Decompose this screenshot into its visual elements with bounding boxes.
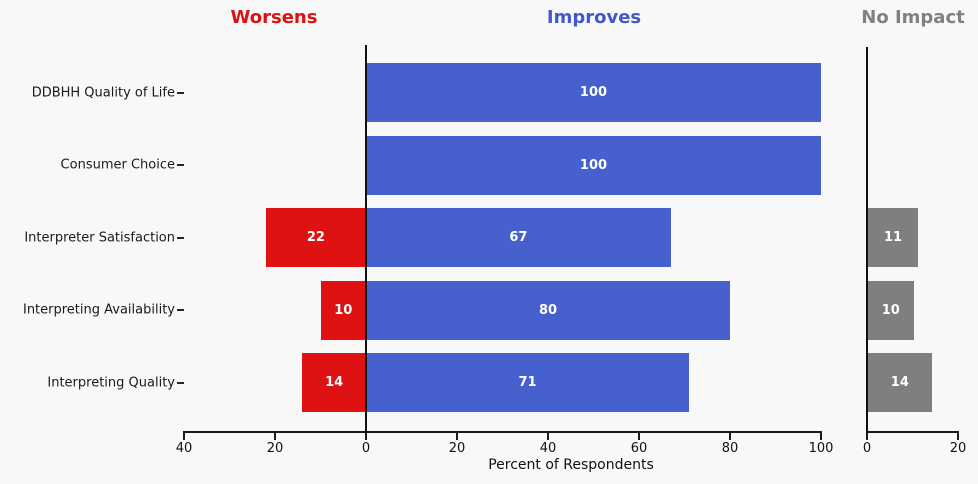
x-tick-label: 20 bbox=[949, 441, 967, 456]
bar-value-label: 14 bbox=[325, 375, 344, 391]
y-tick-mark bbox=[177, 381, 184, 384]
y-tick-mark bbox=[177, 236, 184, 239]
bar-value-label: 10 bbox=[334, 302, 353, 318]
bar-value-label: 11 bbox=[883, 230, 903, 246]
x-tick-mark bbox=[866, 432, 868, 440]
no-impact-section-title: No Impact bbox=[861, 7, 965, 28]
x-tick-mark bbox=[547, 432, 549, 440]
worsens-section-title: Worsens bbox=[230, 7, 318, 28]
x-tick-label: 0 bbox=[862, 441, 872, 456]
x-tick-label: 20 bbox=[266, 441, 284, 456]
x-tick-mark bbox=[638, 432, 640, 440]
x-tick-mark bbox=[274, 432, 276, 440]
improves-section-title: Improves bbox=[546, 7, 642, 28]
x-tick-label: 40 bbox=[175, 441, 193, 456]
x-tick-mark bbox=[820, 432, 822, 440]
y-tick-mark bbox=[177, 309, 184, 312]
x-tick-mark bbox=[957, 432, 959, 440]
bar-value-label: 100 bbox=[579, 157, 608, 173]
bar-improves-interpreting-availability: 80 bbox=[366, 280, 730, 340]
bar-no-impact-interpreting-availability: 10 bbox=[868, 280, 914, 340]
bar-no-impact-interpreting-quality: 14 bbox=[868, 353, 932, 413]
x-tick-mark bbox=[365, 432, 367, 440]
x-tick-label: 80 bbox=[721, 441, 739, 456]
zero-axis-line bbox=[365, 45, 367, 433]
x-tick-label: 0 bbox=[361, 441, 371, 456]
category-label-consumer-choice: Consumer Choice bbox=[60, 157, 175, 173]
bar-value-label: 10 bbox=[881, 302, 900, 318]
no-impact-x-axis bbox=[866, 431, 959, 433]
x-tick-label: 40 bbox=[539, 441, 557, 456]
bar-value-label: 80 bbox=[538, 302, 558, 318]
bar-improves-interpreter-satisfaction: 67 bbox=[366, 208, 671, 268]
bar-worsens-interpreter-satisfaction: 22 bbox=[265, 208, 366, 268]
main-x-axis bbox=[183, 431, 822, 433]
category-label-interpreter-satisfaction: Interpreter Satisfaction bbox=[24, 230, 175, 246]
bar-no-impact-interpreter-satisfaction: 11 bbox=[868, 208, 919, 268]
x-tick-label: 20 bbox=[448, 441, 466, 456]
bar-value-label: 22 bbox=[306, 230, 325, 246]
bar-value-label: 71 bbox=[518, 375, 537, 391]
bar-worsens-interpreting-availability: 10 bbox=[320, 280, 366, 340]
bar-improves-consumer-choice: 100 bbox=[366, 135, 821, 195]
x-axis-label: Percent of Respondents bbox=[488, 457, 654, 473]
x-tick-mark bbox=[183, 432, 185, 440]
bar-value-label: 67 bbox=[509, 230, 528, 246]
y-tick-mark bbox=[177, 164, 184, 167]
category-label-interpreting-availability: Interpreting Availability bbox=[22, 302, 175, 318]
no-impact-axis-spine bbox=[866, 47, 868, 433]
bar-value-label: 14 bbox=[890, 375, 909, 391]
bar-value-label: 100 bbox=[579, 85, 608, 100]
bar-improves-ddbhh-quality-of-life: 100 bbox=[366, 63, 821, 122]
category-label-ddbhh-quality-of-life: DDBHH Quality of Life bbox=[31, 85, 175, 100]
x-tick-label: 60 bbox=[630, 441, 648, 456]
x-tick-mark bbox=[729, 432, 731, 440]
x-tick-mark bbox=[456, 432, 458, 440]
y-tick-mark bbox=[177, 91, 184, 94]
category-label-interpreting-quality: Interpreting Quality bbox=[47, 375, 175, 391]
bar-improves-interpreting-quality: 71 bbox=[366, 353, 690, 413]
bar-worsens-interpreting-quality: 14 bbox=[302, 353, 366, 413]
x-tick-label: 100 bbox=[808, 441, 834, 456]
